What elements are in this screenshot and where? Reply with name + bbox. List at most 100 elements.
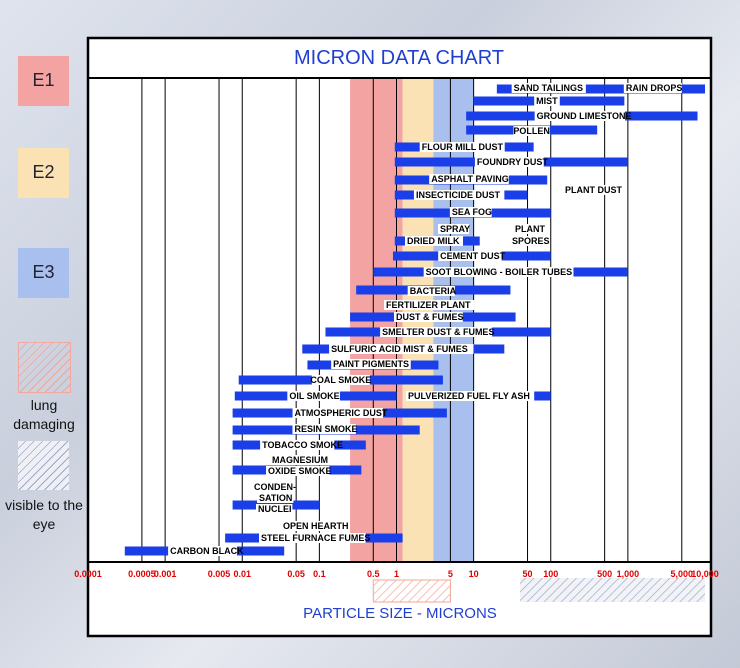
bar-label-conden-sation-nuclei: NUCLEI [258, 504, 292, 514]
bar-label-bg [438, 251, 502, 261]
bar-label-fertilizer-plant-dust-fumes: FERTILIZER PLANT [386, 300, 471, 310]
bar-label-pulverized-fuel-fly-ash: PULVERIZED FUEL FLY ASH [408, 391, 530, 401]
bar-label-coal-smoke: COAL SMOKE [310, 375, 371, 385]
bar-label-bg [405, 236, 463, 246]
bar-label-bg [511, 83, 586, 93]
bar-label-sulfuric-acid-mist-fumes: SULFURIC ACID MIST & FUMES [331, 344, 468, 354]
bar-label-pollen: POLLEN [513, 126, 550, 136]
x-tick-label: 0.01 [233, 569, 251, 579]
bar-label-atmospheric-dust: ATMOSPHERIC DUST [295, 408, 388, 418]
bar-label-cement-dust: CEMENT DUST [440, 251, 506, 261]
bar-label-bg [259, 533, 366, 543]
legend-e2-label: E2 [32, 162, 55, 182]
bar-label-open-hearth-steel-furnace-fumes: OPEN HEARTH [283, 521, 349, 531]
bar-label-bg [563, 185, 621, 195]
legend-e2-swatch [18, 148, 69, 198]
bar-label-sea-fog: SEA FOG [452, 207, 492, 217]
legend-visible-caption: visible to the eye [5, 497, 83, 532]
bar-label-bg [257, 493, 294, 503]
bar-label-open-hearth-steel-furnace-fumes: STEEL FURNACE FUMES [261, 533, 370, 543]
bar-label-asphalt-paving: ASPHALT PAVING [431, 174, 509, 184]
bar-label-bg [281, 521, 345, 531]
bar-label-bg [513, 224, 544, 234]
bar-label-resin-smoke: RESIN SMOKE [294, 424, 357, 434]
legend-visible-swatch [18, 441, 69, 490]
legend-lung-damaging-swatch [18, 342, 71, 393]
x-tick-label: 10 [469, 569, 479, 579]
bar-label-bg [534, 96, 560, 106]
bar-label-magnesium-oxide-smoke: MAGNESIUM [272, 455, 328, 465]
x-tick-label: 0.1 [313, 569, 326, 579]
bar-label-bg [438, 224, 469, 234]
bar-label-bg [474, 157, 544, 167]
bar-label-plant-spores: SPORES [512, 236, 550, 246]
bar-label-carbon-black: CARBON BLACK [170, 546, 244, 556]
bar-label-plant-spores: PLANT [515, 224, 545, 234]
bar-label-conden-sation-nuclei: SATION [259, 493, 292, 503]
bar-label-bg [429, 174, 509, 184]
x-tick-label: 5,000 [671, 569, 694, 579]
x-tick-label: 0.0001 [74, 569, 102, 579]
bar-label-bg [384, 300, 475, 310]
bar-label-bg [380, 327, 493, 337]
bar-label-fertilizer-plant-dust-fumes: DUST & FUMES [396, 312, 464, 322]
bar-label-bg [513, 126, 550, 136]
x-tick-label: 50 [523, 569, 533, 579]
bar-label-magnesium-oxide-smoke: OXIDE SMOKE [268, 466, 332, 476]
lung-damaging-range-hatch [373, 580, 451, 602]
bar-label-bg [419, 142, 505, 152]
bar-label-bg [423, 267, 574, 277]
bar-label-mist: MIST [536, 96, 558, 106]
bar-label-bg [311, 375, 370, 385]
bar-label-bg [252, 482, 294, 492]
bar-label-smelter-dust-fumes: SMELTER DUST & FUMES [382, 327, 494, 337]
x-tick-label: 500 [597, 569, 612, 579]
x-tick-label: 0.0005 [128, 569, 156, 579]
bar-label-spray-dried-milk: SPRAY [440, 224, 470, 234]
bar-label-bg [449, 207, 492, 217]
chart-title: MICRON DATA CHART [294, 47, 504, 69]
bar-label-bg [266, 466, 330, 476]
legend-e1-label: E1 [32, 70, 55, 90]
bar-label-bg [287, 391, 340, 401]
bar-label-bg [331, 359, 411, 369]
x-tick-label: 5 [448, 569, 453, 579]
bar-label-bg [292, 408, 383, 418]
bar-label-bg [623, 83, 682, 93]
x-axis-label: PARTICLE SIZE - MICRONS [303, 605, 497, 622]
x-tick-label: 0.05 [287, 569, 305, 579]
bar-label-ground-limestone: GROUND LIMESTONE [537, 111, 632, 121]
bar-label-bg [256, 504, 293, 514]
x-tick-label: 100 [543, 569, 558, 579]
visible-range-hatch [520, 578, 705, 602]
bar-label-oil-smoke: OIL SMOKE [289, 391, 339, 401]
x-tick-label: 0.001 [154, 569, 177, 579]
bar-label-bg [292, 424, 356, 434]
x-tick-label: 0.5 [367, 569, 380, 579]
bar-label-spray-dried-milk: DRIED MILK [407, 236, 460, 246]
x-tick-label: 10,000 [691, 569, 719, 579]
legend-e3-swatch [18, 248, 69, 298]
bar-label-bg [413, 190, 505, 200]
bar-label-foundry-dust: FOUNDRY DUST [477, 157, 549, 167]
x-tick-label: 1,000 [617, 569, 640, 579]
legend-lung-damaging-caption: lung damaging [13, 397, 75, 432]
bar-label-bg [510, 236, 547, 246]
bar-label-bg [407, 286, 455, 296]
bar-label-flour-mill-dust: FLOUR MILL DUST [422, 142, 504, 152]
bar-label-bacteria: BACTERIA [410, 286, 457, 296]
bar-label-bg [406, 391, 535, 401]
bar-label-bg [534, 111, 626, 121]
bar-label-plant-dust: PLANT DUST [565, 185, 622, 195]
bar-label-insecticide-dust: INSECTICIDE DUST [416, 190, 501, 200]
bar-label-bg [260, 440, 335, 450]
bar-label-bg [394, 312, 463, 322]
bar-label-bg [329, 344, 474, 354]
bar-label-bg [270, 455, 323, 465]
bar-label-paint-pigments: PAINT PIGMENTS [333, 359, 409, 369]
bar-label-conden-sation-nuclei: CONDEN- [254, 482, 296, 492]
x-tick-label: 0.005 [208, 569, 231, 579]
legend-e3-label: E3 [32, 262, 55, 282]
bar-label-tobacco-smoke: TOBACCO SMOKE [262, 440, 343, 450]
